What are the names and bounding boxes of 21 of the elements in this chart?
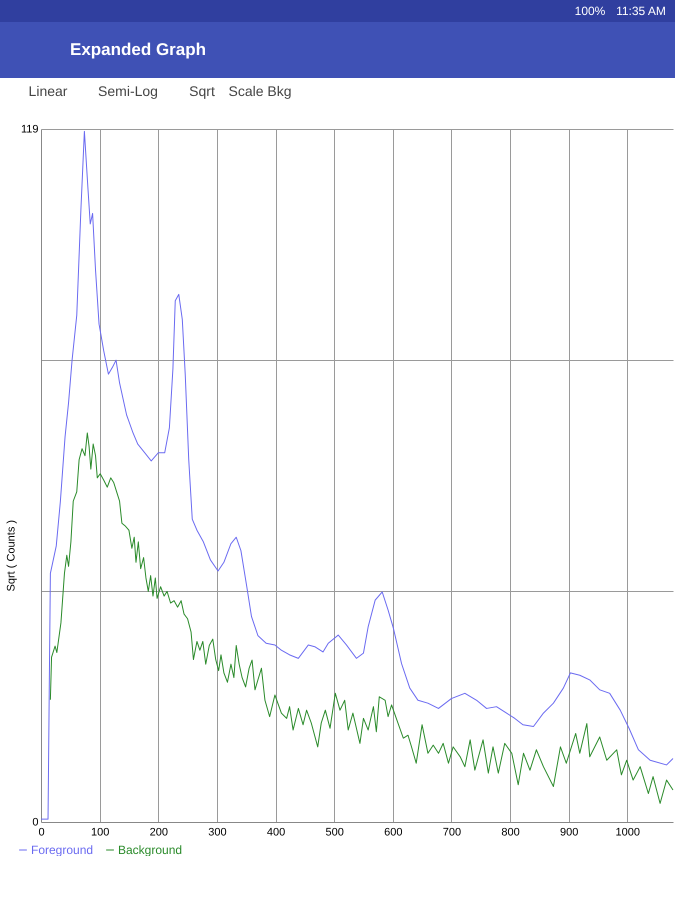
y-tick-label: 119 [20,124,38,136]
text: Scale Bkg [228,83,292,99]
x-tick-label: 900 [560,826,578,838]
text: 100% [574,4,606,18]
x-tick-label: 1000 [616,826,640,838]
y-axis-title: Sqrt ( Counts ) [6,520,18,592]
text: Sqrt [189,83,215,99]
text: Linear [28,83,68,99]
x-tick-label: 600 [384,826,402,838]
x-tick-label: 100 [90,826,110,838]
line-series [40,130,674,820]
x-tick-label: 300 [208,826,227,838]
x-tick-label: 700 [442,826,462,838]
chart-title: Expanded Graph [70,40,206,59]
line-series [50,432,674,804]
text: 11:35 AM [616,4,666,18]
x-tick-label: 500 [325,826,344,838]
x-tick-label: 200 [150,826,168,838]
x-tick-label: 400 [266,826,286,838]
x-tick-label: 800 [501,826,520,838]
text: Semi-Log [98,83,158,99]
